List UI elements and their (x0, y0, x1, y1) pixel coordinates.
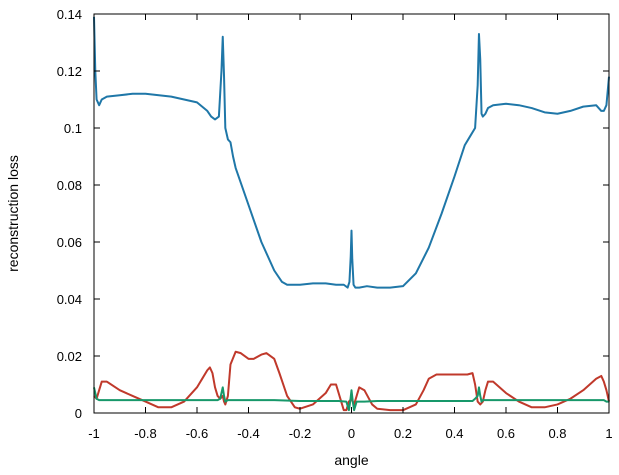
y-tick-label: 0.02 (57, 349, 82, 364)
plot-frame (93, 13, 610, 414)
plot-lines (93, 16, 610, 412)
y-axis-label: reconstruction loss (5, 155, 21, 272)
y-tick-label: 0 (75, 406, 82, 421)
x-tick-label: -0.4 (237, 426, 259, 441)
x-tick-label: 0.8 (548, 426, 566, 441)
axis-tick-labels: -1 -0.8 -0.6 -0.4 -0.2 0 0.2 0.4 0.6 0.8 1 0 0.02 0.0… (57, 7, 613, 441)
x-tick-label: -0.2 (289, 426, 311, 441)
x-tick-label: 0.2 (394, 426, 412, 441)
x-tick-label: 0 (348, 426, 355, 441)
series-line-2 (93, 350, 610, 412)
series-line-1 (93, 16, 610, 289)
x-tick-label: -1 (88, 426, 100, 441)
y-tick-label: 0.04 (57, 292, 82, 307)
axis-ticks (93, 13, 610, 414)
series-line-3 (93, 386, 609, 412)
x-tick-label: 0.6 (497, 426, 515, 441)
x-axis-label: angle (334, 452, 368, 468)
x-tick-label: -0.8 (134, 426, 156, 441)
y-tick-label: 0.1 (64, 121, 82, 136)
x-tick-label: 1 (605, 426, 612, 441)
x-tick-label: 0.4 (445, 426, 463, 441)
y-tick-label: 0.06 (57, 235, 82, 250)
x-tick-label: -0.6 (186, 426, 208, 441)
y-tick-label: 0.08 (57, 178, 82, 193)
y-tick-label: 0.12 (57, 64, 82, 79)
y-tick-label: 0.14 (57, 7, 82, 22)
